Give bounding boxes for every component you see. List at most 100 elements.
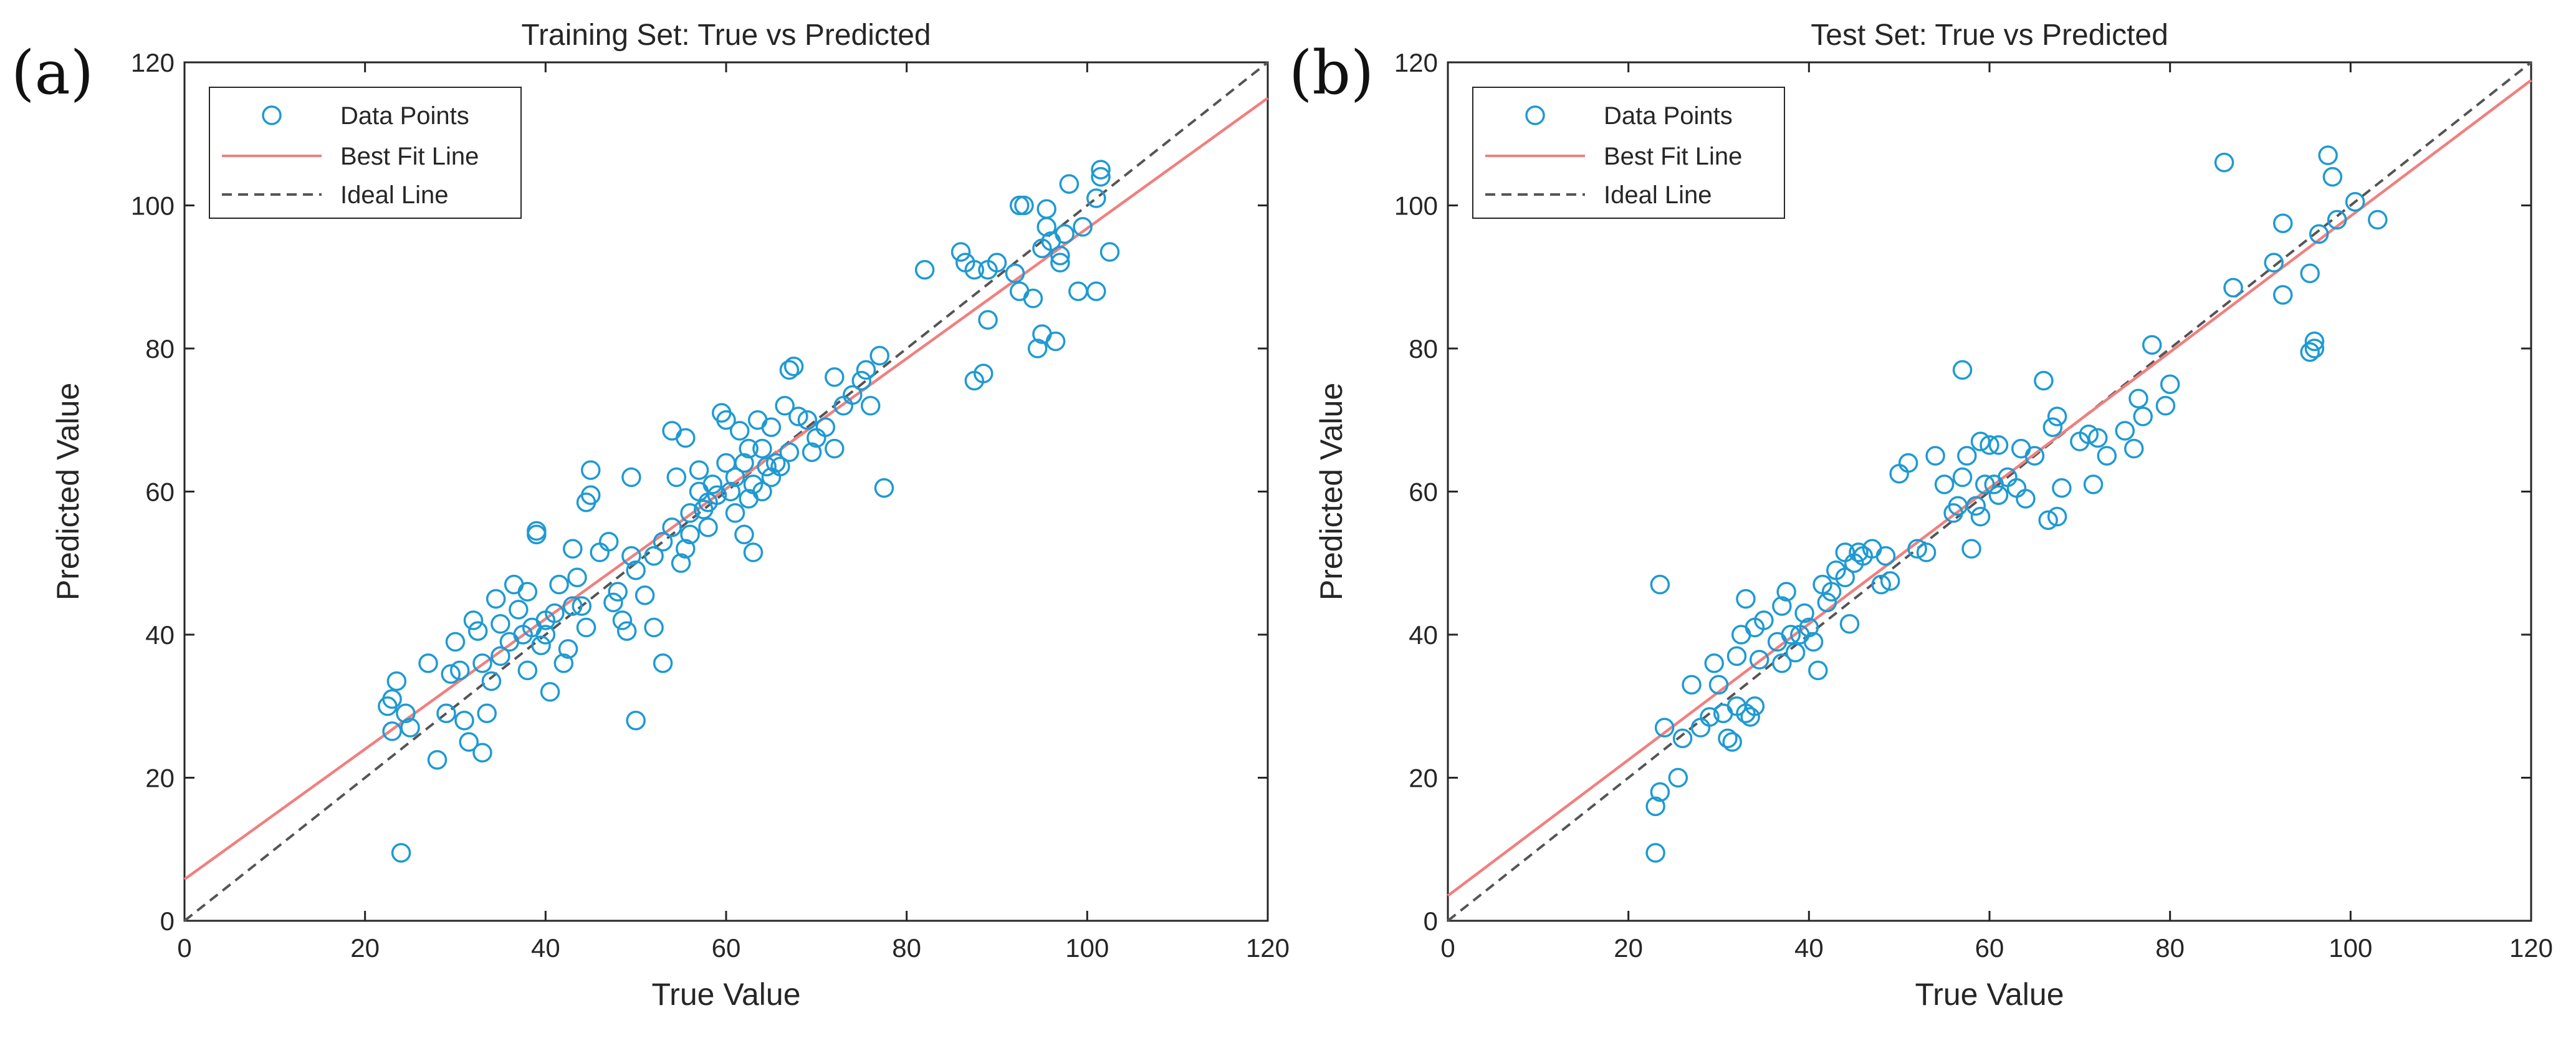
y-tick-label: 20 xyxy=(145,764,175,793)
data-point xyxy=(770,456,790,477)
data-point xyxy=(1708,675,1729,695)
data-point xyxy=(1672,728,1693,749)
data-point xyxy=(2272,213,2293,233)
data-point xyxy=(1794,603,1814,623)
legend-label-best-fit: Best Fit Line xyxy=(340,143,479,170)
data-point xyxy=(616,621,637,642)
x-tick-label: 60 xyxy=(712,933,741,963)
y-tick-label: 80 xyxy=(145,334,175,363)
data-point xyxy=(914,260,935,280)
data-point xyxy=(851,370,871,391)
data-point xyxy=(1772,653,1792,673)
ideal-line xyxy=(1447,61,2532,922)
data-point xyxy=(2088,428,2108,448)
data-point xyxy=(2322,166,2343,187)
data-point xyxy=(856,360,876,380)
panel-b-legend: Data Points Best Fit Line Ideal Line xyxy=(1472,87,1785,219)
data-point xyxy=(1975,474,1995,494)
data-point xyxy=(1091,160,1111,180)
x-tick-label: 100 xyxy=(2329,933,2372,963)
data-point xyxy=(1726,646,1747,666)
data-point xyxy=(739,438,759,459)
legend-marker-data-points xyxy=(1525,105,1545,125)
data-point xyxy=(779,360,800,380)
data-point xyxy=(1037,199,1056,219)
data-point xyxy=(1086,188,1106,208)
data-point xyxy=(1916,542,1937,562)
data-point xyxy=(1050,246,1070,266)
data-point xyxy=(1645,796,1665,817)
data-point xyxy=(716,410,736,430)
panel-b-letter: (b) xyxy=(1289,38,1374,108)
x-tick-label: 120 xyxy=(1246,933,1290,963)
data-point xyxy=(2272,285,2293,305)
data-point xyxy=(491,646,510,666)
data-point xyxy=(603,592,623,613)
data-point xyxy=(2318,145,2338,165)
data-point xyxy=(1880,571,1900,591)
panel-a: (a) 0 20 40 60 80 100 120 0 20 40 60 80 100 120 Train… xyxy=(11,19,1290,1012)
data-point xyxy=(558,639,578,659)
data-point xyxy=(802,442,822,463)
data-point xyxy=(1059,174,1080,194)
data-point xyxy=(1871,574,1891,595)
data-point xyxy=(2034,370,2054,391)
data-point xyxy=(581,460,601,480)
data-point xyxy=(427,750,448,770)
data-point xyxy=(481,671,502,691)
data-point xyxy=(698,517,718,537)
data-point xyxy=(1988,485,2009,505)
y-tick-label: 40 xyxy=(145,620,175,650)
panel-a-legend: Data Points Best Fit Line Ideal Line xyxy=(209,87,522,219)
data-point xyxy=(869,345,889,366)
data-point xyxy=(1808,660,1828,681)
data-point xyxy=(486,589,506,609)
data-point xyxy=(517,582,538,602)
best-fit-line xyxy=(183,97,1269,881)
data-point xyxy=(1014,195,1034,216)
data-point xyxy=(653,532,673,552)
x-tick-label: 60 xyxy=(1975,933,2004,963)
x-tick-label: 120 xyxy=(2509,933,2553,963)
data-point xyxy=(1754,610,1774,630)
data-point xyxy=(621,467,641,488)
data-point xyxy=(725,467,745,488)
data-point xyxy=(1849,542,1869,562)
data-point xyxy=(825,367,845,387)
data-point xyxy=(964,260,985,280)
data-point xyxy=(612,610,633,630)
x-tick-label: 80 xyxy=(2155,933,2185,963)
data-point xyxy=(527,521,547,541)
data-point xyxy=(581,485,601,505)
data-point xyxy=(734,453,754,473)
data-point xyxy=(572,596,592,616)
data-point xyxy=(2083,474,2104,494)
panel-a-fit-lines xyxy=(183,61,1269,922)
legend-label-ideal: Ideal Line xyxy=(1604,181,1712,209)
data-point xyxy=(2214,152,2234,173)
data-point xyxy=(644,617,664,638)
data-point xyxy=(626,710,646,731)
data-point xyxy=(1654,718,1675,738)
data-point xyxy=(1073,217,1093,237)
data-point xyxy=(729,421,750,441)
data-point xyxy=(436,703,456,723)
data-point xyxy=(676,428,696,448)
data-point xyxy=(815,417,836,437)
data-point xyxy=(1835,567,1855,587)
data-point xyxy=(1961,539,1981,559)
panel-a-x-axis-label: True Value xyxy=(651,977,800,1012)
data-point xyxy=(1704,653,1725,673)
data-point xyxy=(463,610,484,630)
y-tick-label: 120 xyxy=(1394,48,1438,77)
data-point xyxy=(549,574,569,595)
data-point xyxy=(2304,331,2325,352)
panel-b-ticks: 0 20 40 60 80 100 120 0 20 40 60 80 100 120 xyxy=(1394,48,2553,963)
x-tick-label: 40 xyxy=(1794,933,1824,963)
data-point xyxy=(825,438,845,459)
data-point xyxy=(1050,252,1070,273)
data-point xyxy=(2155,396,2176,416)
data-point xyxy=(540,682,560,702)
data-point xyxy=(2097,446,2117,466)
